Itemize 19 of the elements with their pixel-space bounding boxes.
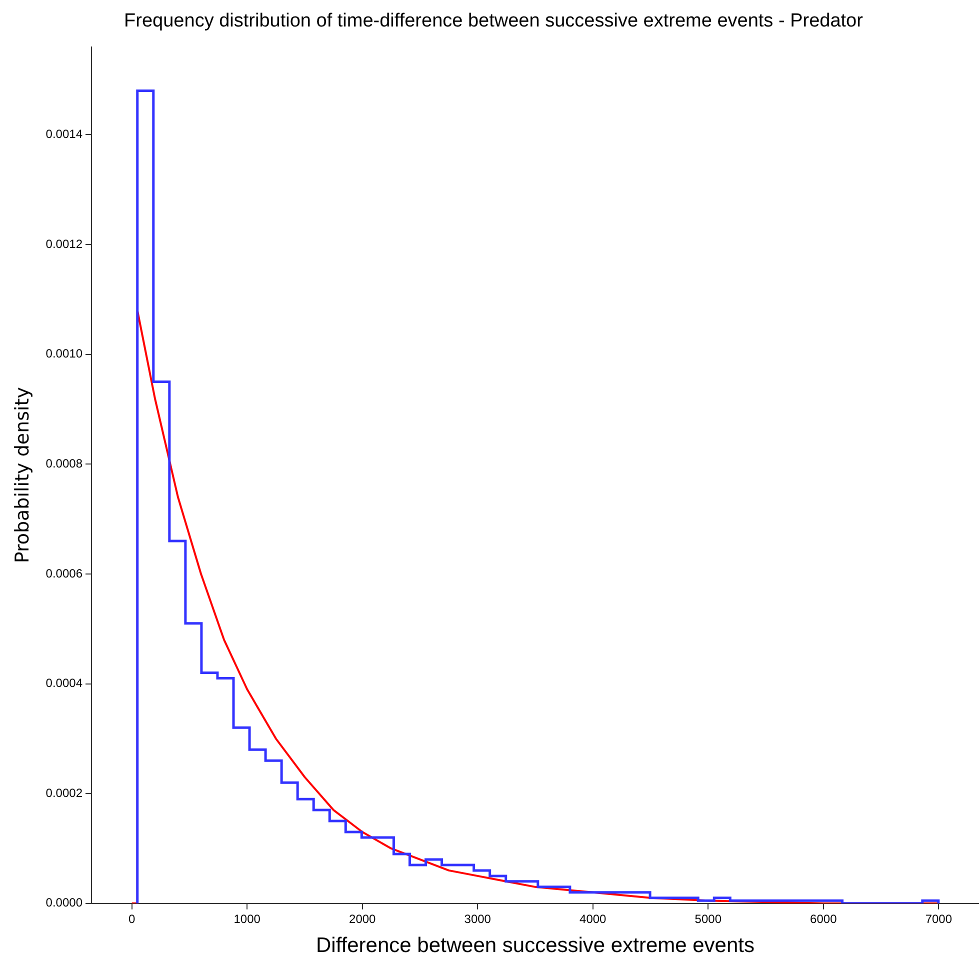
y-tick-label: 0.0004 <box>46 676 83 690</box>
x-tick-label: 0 <box>128 912 136 926</box>
y-tick-label: 0.0006 <box>46 566 83 580</box>
y-tick-label: 0.0014 <box>46 126 83 141</box>
x-tick-label: 4000 <box>580 912 607 926</box>
x-tick-label: 6000 <box>810 912 838 926</box>
x-tick-label: 2000 <box>349 912 376 926</box>
x-tick-label: 1000 <box>234 912 261 926</box>
y-tick-label: 0.0012 <box>46 236 83 251</box>
y-tick-label: 0.0010 <box>46 346 83 361</box>
x-tick-label: 5000 <box>694 912 722 926</box>
chart-title: Frequency distribution of time-difference between successive extreme events - Predator <box>124 10 864 32</box>
x-axis-title: Difference between successive extreme events <box>316 934 754 958</box>
y-tick-label: 0.0002 <box>46 786 83 800</box>
x-tick-label: 3000 <box>464 912 492 926</box>
y-tick-label: 0.0000 <box>46 896 83 910</box>
x-tick-label: 7000 <box>925 912 952 926</box>
y-tick-label: 0.0008 <box>46 456 83 470</box>
y-axis-title: Probability density <box>11 387 34 564</box>
